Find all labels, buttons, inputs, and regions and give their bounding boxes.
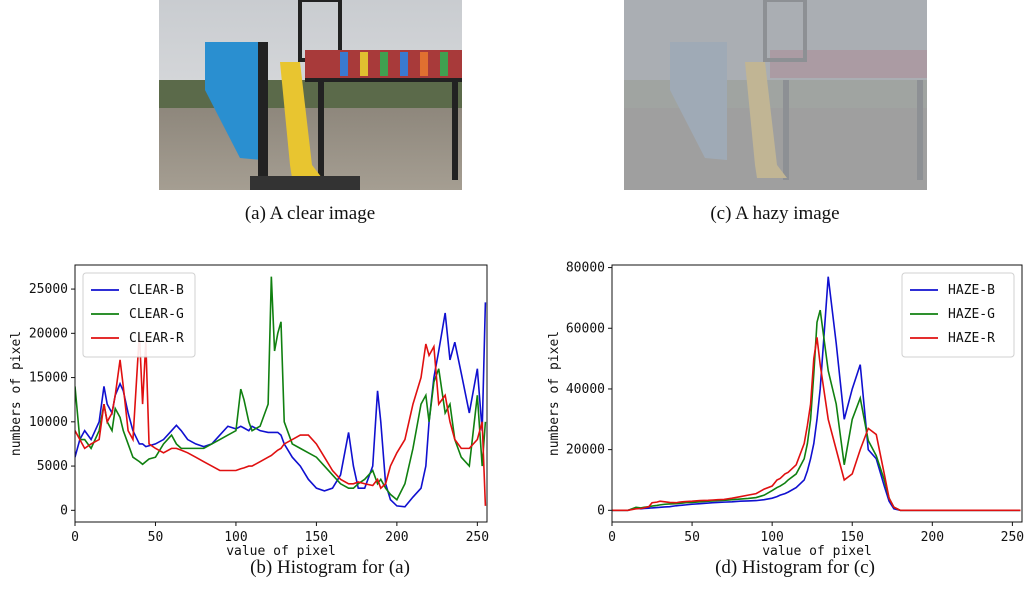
y-tick-label: 20000 [566,443,605,458]
x-tick-label: 200 [921,530,944,545]
hazy-photo [624,0,927,190]
x-axis-label: value of pixel [226,544,336,559]
x-tick-label: 250 [1001,530,1024,545]
x-tick-label: 0 [608,530,616,545]
x-tick-label: 100 [760,530,783,545]
x-tick-label: 50 [684,530,700,545]
y-tick-label: 15000 [29,371,68,386]
legend-label: CLEAR-G [129,307,184,322]
plot-area [75,276,487,508]
legend-box [901,272,1015,358]
x-tick-label: 0 [71,530,79,545]
data-line [75,333,487,506]
x-axis-label: value of pixel [762,544,872,559]
y-tick-label: 80000 [566,261,605,276]
x-tick-label: 100 [224,530,247,545]
x-tick-label: 200 [385,530,408,545]
x-tick-label: 150 [305,530,328,545]
x-tick-label: 50 [148,530,164,545]
y-tick-label: 0 [597,503,605,518]
data-line [75,302,487,508]
data-line [75,276,487,501]
legend-label: HAZE-G [948,307,995,322]
clear-photo [159,0,462,190]
legend-label: HAZE-R [948,331,995,346]
plot-frame [74,264,488,523]
y-tick-label: 20000 [29,326,68,341]
chart-caption: (b) Histogram for (a) [250,557,410,578]
data-line [612,337,1021,512]
y-tick-label: 10000 [29,415,68,430]
y-tick-label: 25000 [29,282,68,297]
image-caption: (a) A clear image [245,203,375,224]
y-tick-label: 40000 [566,382,605,397]
y-tick-label: 60000 [566,321,605,336]
x-tick-label: 250 [466,530,489,545]
legend-box [82,272,196,358]
chart-caption: (d) Histogram for (c) [715,557,875,578]
y-axis-label: numbers of pixel [547,331,562,456]
plot-area [612,276,1021,512]
legend-label: CLEAR-R [129,331,184,346]
plot-frame [611,264,1023,523]
y-tick-label: 0 [60,503,68,518]
image-caption: (c) A hazy image [710,203,839,224]
x-tick-label: 150 [840,530,863,545]
legend-label: HAZE-B [948,283,995,298]
legend-label: CLEAR-B [129,283,184,298]
y-axis-label: numbers of pixel [9,331,24,456]
y-tick-label: 5000 [37,459,68,474]
